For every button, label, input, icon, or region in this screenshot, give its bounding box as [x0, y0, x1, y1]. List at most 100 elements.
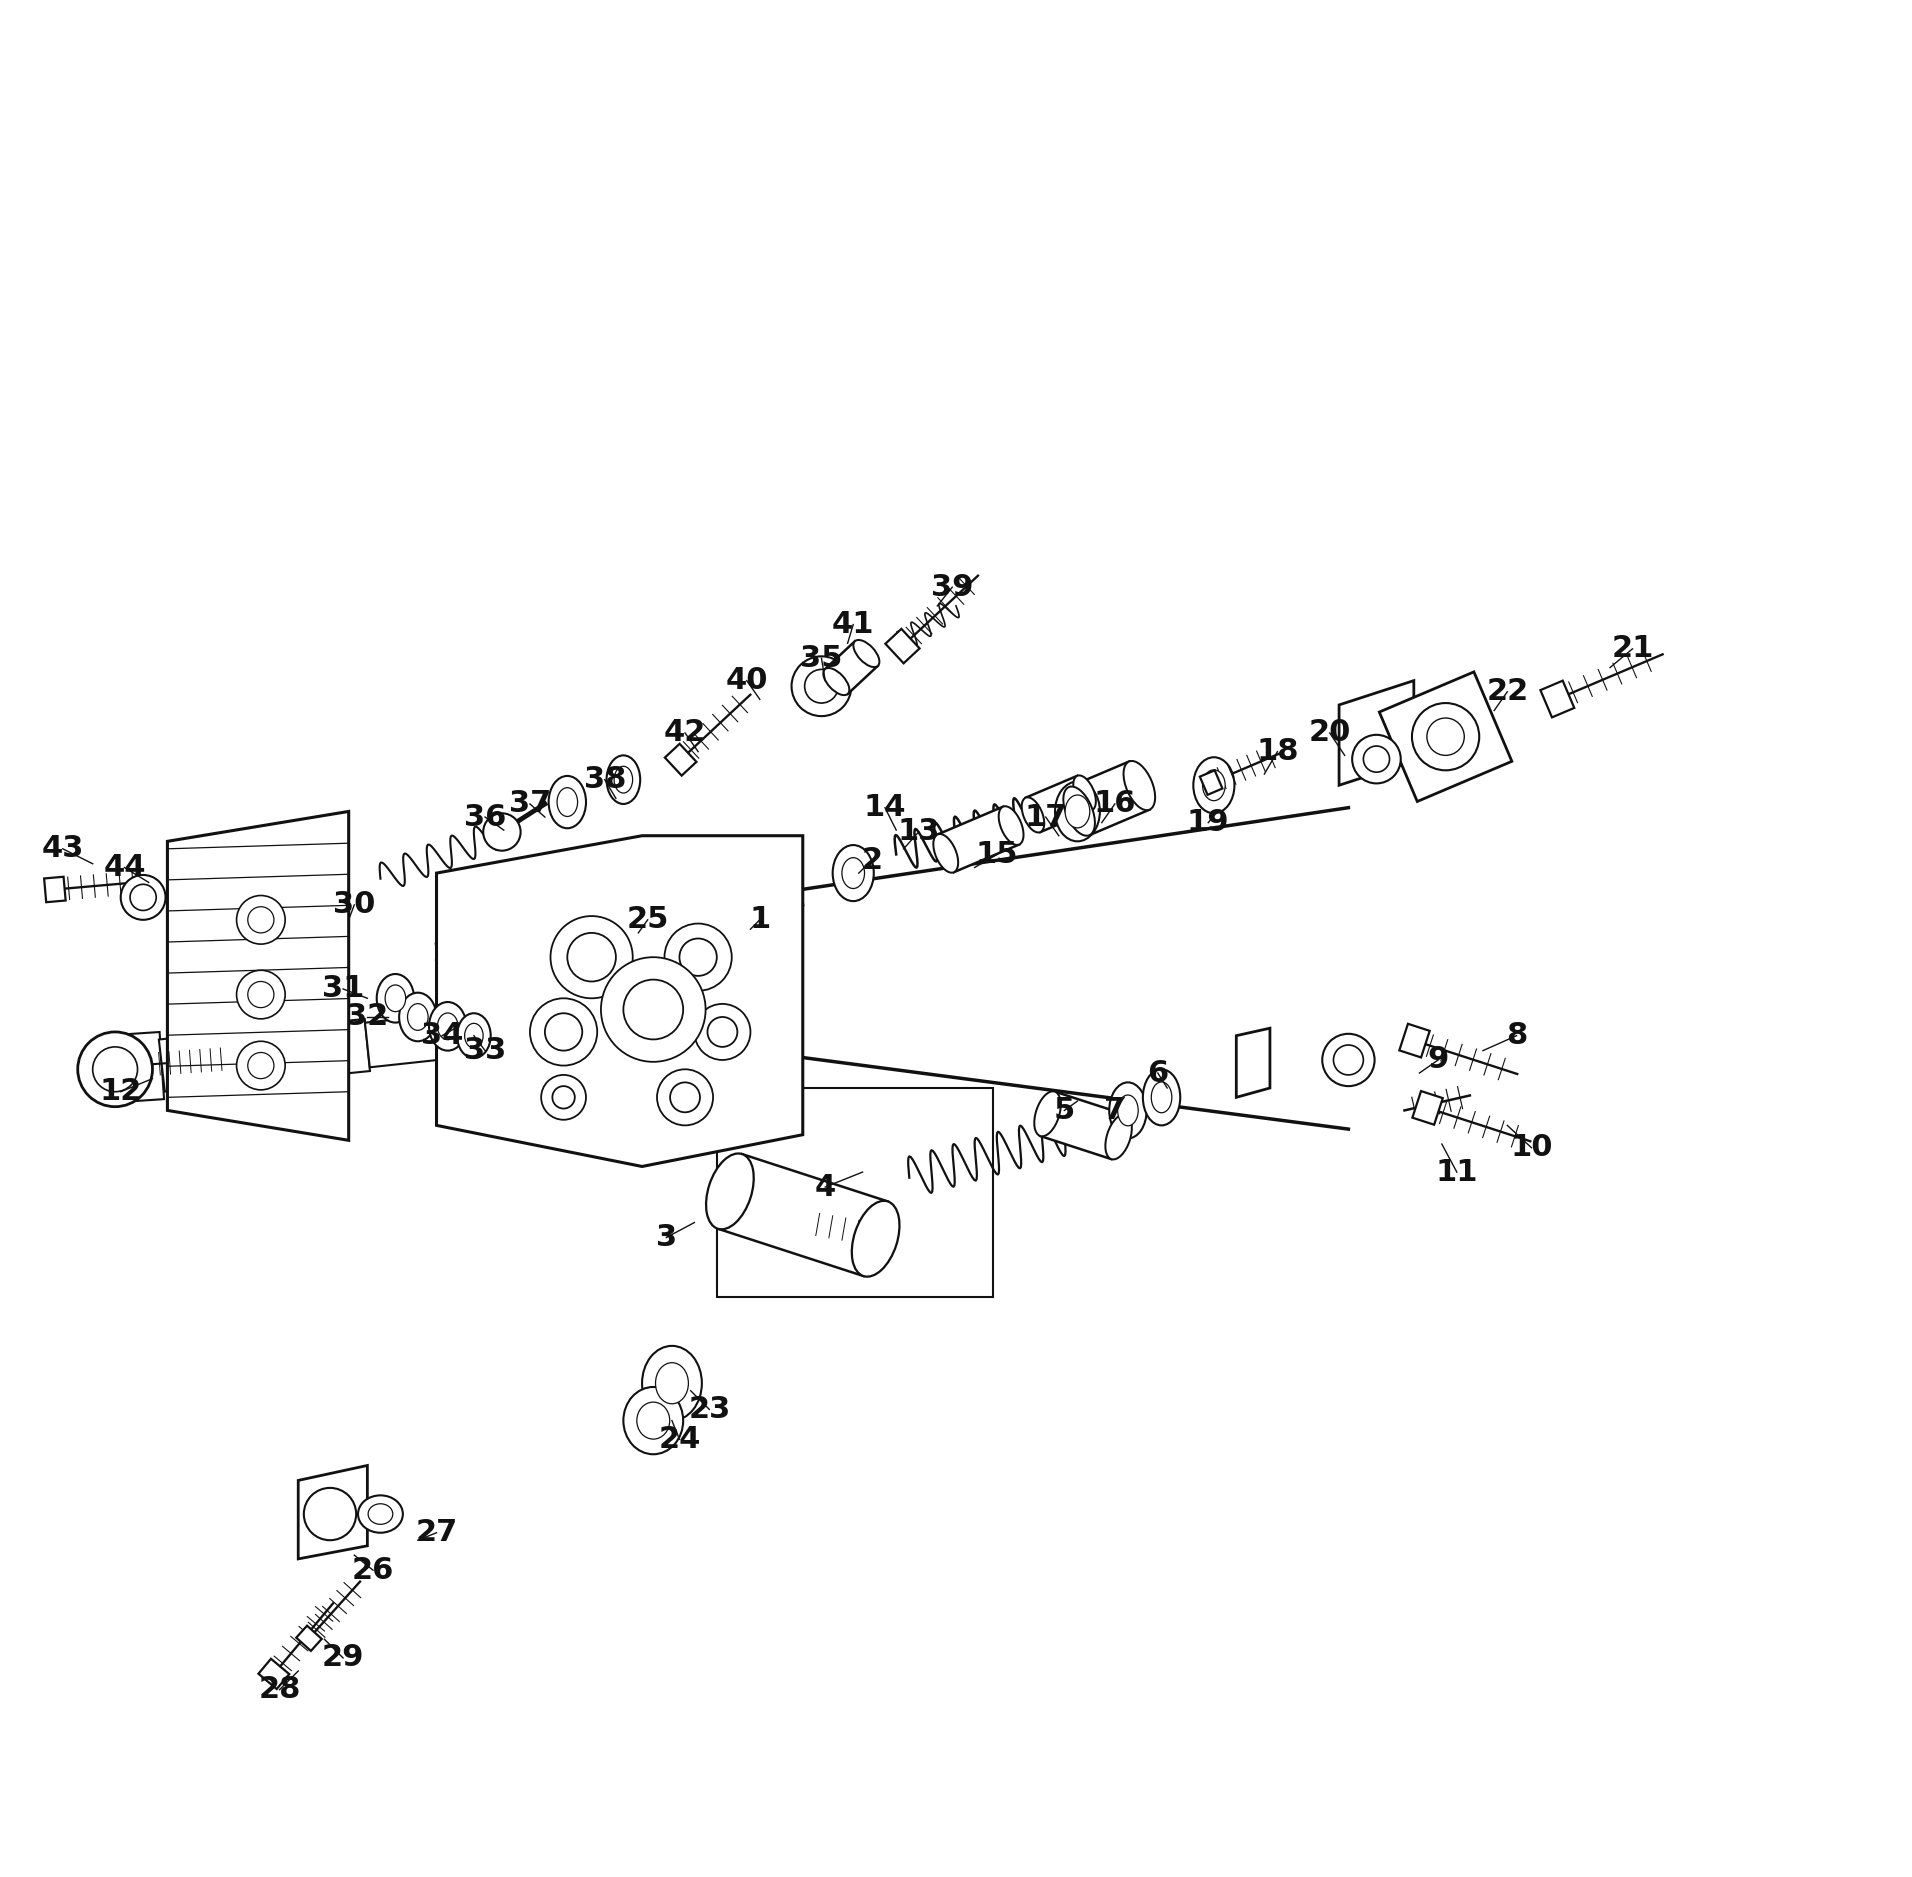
Circle shape	[249, 1053, 273, 1079]
Text: 1: 1	[750, 905, 771, 935]
Text: 33: 33	[465, 1036, 507, 1064]
Polygon shape	[298, 1466, 367, 1560]
Ellipse shape	[824, 668, 849, 694]
Circle shape	[792, 657, 851, 717]
Ellipse shape	[465, 1023, 484, 1047]
Ellipse shape	[438, 1014, 459, 1040]
Ellipse shape	[1203, 770, 1226, 801]
Bar	[308, 1019, 371, 1077]
Ellipse shape	[1055, 781, 1099, 841]
Circle shape	[237, 1042, 285, 1091]
Circle shape	[600, 957, 706, 1062]
Text: 25: 25	[627, 905, 669, 935]
Circle shape	[658, 1070, 713, 1126]
Circle shape	[707, 1017, 738, 1047]
Polygon shape	[1237, 1029, 1270, 1098]
Text: 22: 22	[1486, 678, 1528, 706]
Bar	[717, 1089, 994, 1297]
Text: 29: 29	[321, 1644, 365, 1672]
Polygon shape	[436, 835, 803, 1166]
Text: 8: 8	[1507, 1021, 1528, 1049]
Ellipse shape	[614, 766, 633, 792]
Text: 26: 26	[352, 1556, 394, 1584]
Circle shape	[545, 1014, 583, 1051]
Ellipse shape	[1193, 756, 1235, 813]
Ellipse shape	[1124, 760, 1155, 811]
Text: 11: 11	[1436, 1158, 1478, 1186]
Ellipse shape	[832, 845, 874, 901]
Text: 28: 28	[258, 1674, 300, 1704]
Text: 35: 35	[801, 644, 843, 672]
Circle shape	[541, 1076, 585, 1121]
Bar	[44, 877, 65, 903]
Circle shape	[679, 938, 717, 976]
Ellipse shape	[1119, 1094, 1138, 1126]
Text: 12: 12	[99, 1077, 141, 1106]
Ellipse shape	[369, 1503, 392, 1524]
Text: 7: 7	[1105, 1096, 1126, 1124]
Ellipse shape	[1034, 1091, 1061, 1136]
Text: 31: 31	[321, 974, 365, 1004]
Bar	[1379, 672, 1512, 801]
Bar	[1040, 1092, 1126, 1160]
Text: 4: 4	[815, 1173, 836, 1201]
Text: 32: 32	[346, 1002, 388, 1032]
Circle shape	[1352, 734, 1401, 783]
Bar	[937, 807, 1019, 873]
Bar	[1069, 762, 1149, 835]
Circle shape	[665, 923, 732, 991]
Bar	[1201, 770, 1222, 794]
Text: 30: 30	[333, 890, 375, 920]
Bar	[665, 743, 696, 775]
Ellipse shape	[656, 1363, 688, 1404]
Text: 39: 39	[931, 572, 973, 603]
Circle shape	[78, 1032, 153, 1107]
Ellipse shape	[377, 974, 415, 1023]
Text: 37: 37	[509, 790, 551, 818]
Ellipse shape	[1151, 1081, 1172, 1113]
Ellipse shape	[853, 640, 880, 666]
Circle shape	[1426, 719, 1465, 755]
Text: 5: 5	[1054, 1096, 1075, 1124]
Text: 21: 21	[1612, 634, 1654, 663]
Ellipse shape	[706, 1154, 753, 1229]
Ellipse shape	[549, 775, 585, 828]
Text: 14: 14	[864, 794, 906, 822]
Ellipse shape	[358, 1496, 403, 1534]
Ellipse shape	[623, 1387, 683, 1455]
Circle shape	[1333, 1045, 1363, 1076]
Text: 3: 3	[656, 1224, 677, 1252]
Ellipse shape	[1063, 786, 1096, 835]
Bar	[1400, 1023, 1430, 1057]
Circle shape	[553, 1087, 576, 1109]
Circle shape	[249, 907, 273, 933]
Ellipse shape	[637, 1402, 669, 1440]
Bar	[1413, 1091, 1444, 1124]
Circle shape	[623, 980, 683, 1040]
Circle shape	[568, 933, 616, 982]
Ellipse shape	[1073, 775, 1096, 811]
Ellipse shape	[1109, 1083, 1147, 1139]
Bar	[103, 1032, 164, 1104]
Text: 24: 24	[658, 1425, 700, 1455]
Bar	[224, 1017, 314, 1092]
Text: 23: 23	[688, 1395, 730, 1425]
Ellipse shape	[1105, 1115, 1132, 1160]
Circle shape	[484, 813, 520, 850]
Text: 16: 16	[1094, 790, 1136, 818]
Bar	[159, 1032, 229, 1092]
Circle shape	[694, 1004, 750, 1061]
Circle shape	[130, 884, 157, 910]
Ellipse shape	[606, 755, 641, 803]
Circle shape	[1363, 745, 1390, 771]
Ellipse shape	[998, 807, 1023, 845]
Text: 2: 2	[860, 845, 883, 875]
Ellipse shape	[384, 985, 405, 1012]
Circle shape	[249, 982, 273, 1008]
Circle shape	[237, 895, 285, 944]
Text: 17: 17	[1025, 803, 1067, 832]
Ellipse shape	[556, 788, 577, 816]
Ellipse shape	[1065, 796, 1090, 828]
Text: 41: 41	[832, 610, 874, 638]
Ellipse shape	[1021, 798, 1044, 833]
